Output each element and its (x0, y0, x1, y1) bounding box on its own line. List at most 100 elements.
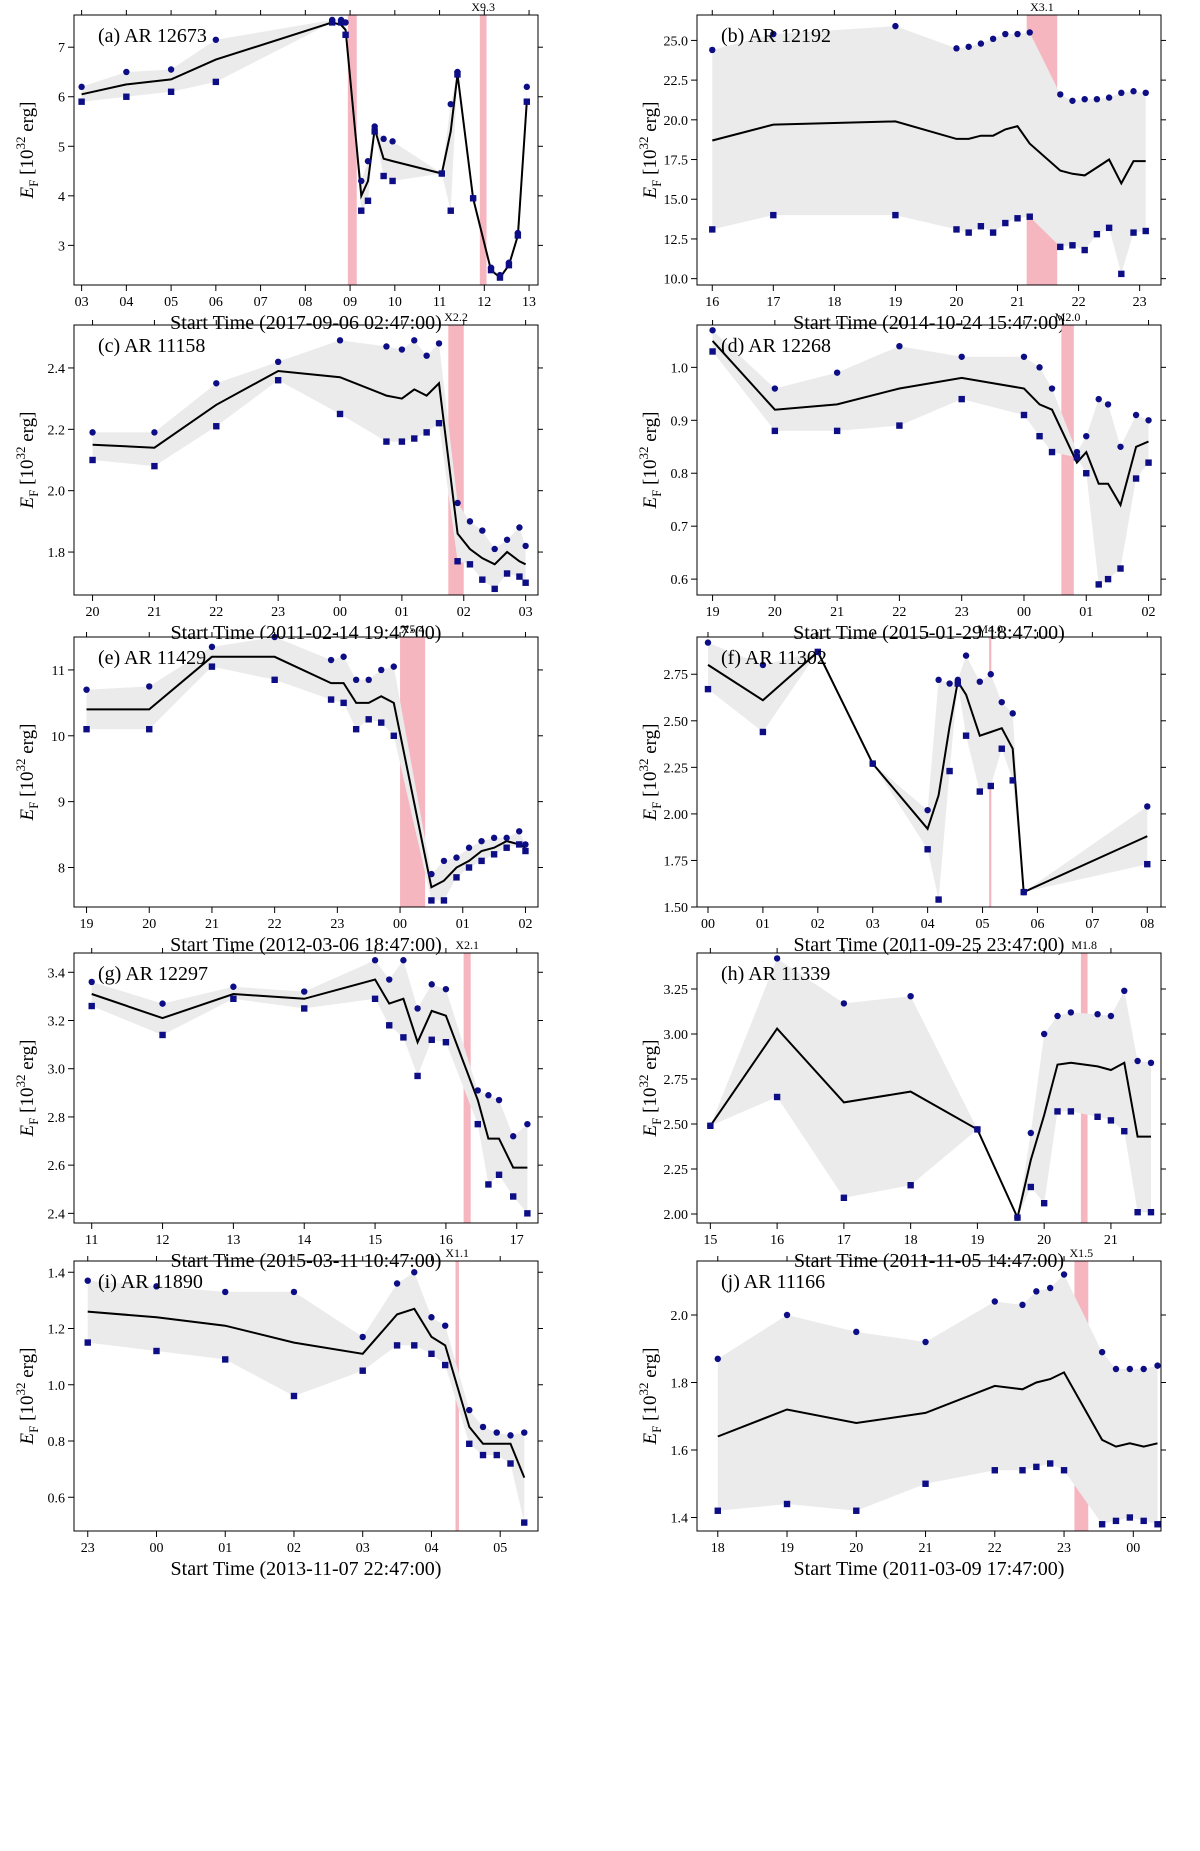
lower-marker (1019, 1467, 1026, 1474)
upper-marker (1093, 95, 1101, 103)
upper-marker (447, 100, 454, 108)
upper-marker (290, 1288, 298, 1296)
x-tick-label: 01 (395, 605, 409, 620)
upper-marker (892, 22, 899, 30)
lower-marker (1132, 475, 1140, 482)
lower-marker (371, 128, 378, 135)
flare-label: X3.1 (1030, 0, 1054, 14)
y-axis-label: EF [1032 erg] (13, 102, 41, 200)
x-tick-label: 07 (1085, 917, 1099, 932)
x-tick-label: 02 (457, 605, 471, 620)
lower-marker (438, 170, 445, 177)
lower-marker (222, 1356, 229, 1363)
x-tick-label: 23 (81, 1541, 95, 1556)
lower-marker (359, 1367, 366, 1374)
x-tick-label: 02 (287, 1541, 301, 1556)
y-tick-label: 15.0 (664, 193, 689, 208)
lower-marker (814, 648, 822, 656)
lower-marker (487, 266, 495, 274)
flare-label: M1.8 (1071, 938, 1097, 952)
lower-marker (365, 716, 372, 723)
upper-marker (1094, 1011, 1101, 1018)
upper-marker (479, 527, 486, 534)
mean-line (709, 1026, 1151, 1221)
upper-marker (1154, 1362, 1161, 1369)
uncertainty-band (91, 960, 528, 1214)
lower-marker (230, 995, 237, 1003)
lower-marker (78, 98, 85, 105)
lower-marker (213, 423, 220, 430)
upper-marker (1126, 1365, 1134, 1373)
lower-marker (491, 585, 498, 593)
panel-title: (h) AR 11339 (721, 963, 830, 985)
upper-marker (389, 138, 396, 145)
y-tick-label: 22.5 (664, 74, 689, 89)
upper-marker (1095, 395, 1102, 403)
upper-marker (364, 157, 372, 165)
panel-f: M4.0 00 01 02 03 04 05 06 07 08 1.50 1.75 2.00 2.25 2.… (636, 622, 1166, 956)
lower-marker (510, 1193, 517, 1200)
lower-marker (503, 844, 510, 851)
y-tick-label: 10.0 (664, 273, 689, 288)
x-tick-label: 00 (149, 1541, 163, 1556)
lower-marker (340, 699, 347, 707)
lower-marker (400, 1034, 407, 1041)
lower-marker (521, 1519, 528, 1526)
lower-marker (383, 438, 390, 445)
y-tick-label: 2.75 (664, 1073, 689, 1088)
lower-marker (1142, 227, 1149, 235)
x-axis-label: Start Time (2011-09-25 23:47:00) (794, 934, 1065, 956)
upper-marker (340, 653, 347, 660)
y-tick-label: 25.0 (664, 34, 689, 49)
x-tick-label: 13 (522, 295, 536, 310)
lower-marker (991, 1467, 998, 1474)
x-axis-label: Start Time (2017-09-06 02:47:00) (170, 312, 442, 334)
uncertainty-band (712, 330, 1149, 585)
lower-marker (998, 745, 1005, 752)
lower-marker (1067, 1108, 1075, 1115)
upper-marker (759, 661, 767, 669)
lower-marker (466, 1440, 473, 1448)
x-tick-label: 04 (424, 1541, 438, 1556)
upper-marker (371, 123, 378, 130)
panel-e: X5.4 19 20 21 22 23 00 01 02 8 9 10 11 (e) AR 11429 St… (13, 622, 543, 956)
mean-line (81, 21, 528, 280)
y-axis-label: EF [1032 erg] (636, 1040, 664, 1138)
lower-marker (454, 558, 461, 565)
axes-frame (696, 14, 1162, 286)
lower-marker (907, 1182, 914, 1189)
upper-marker (998, 698, 1005, 706)
lower-marker (924, 846, 931, 853)
lower-marker (84, 1339, 91, 1346)
lower-marker (89, 456, 96, 464)
upper-marker (400, 957, 407, 964)
upper-marker (833, 369, 841, 376)
y-tick-label: 6 (58, 91, 65, 106)
upper-marker (770, 30, 777, 38)
upper-marker (503, 834, 510, 842)
lower-marker (435, 419, 443, 427)
lower-marker (759, 728, 767, 736)
upper-marker (1027, 1129, 1035, 1137)
upper-marker (1117, 443, 1124, 450)
upper-marker (153, 1283, 160, 1290)
upper-marker (1142, 89, 1149, 97)
lower-marker (1095, 581, 1102, 588)
axes-frame (73, 14, 539, 286)
upper-marker (989, 35, 997, 43)
upper-marker (946, 680, 953, 687)
axes-frame (696, 636, 1162, 908)
panel-c: X2.2 20 21 22 23 00 01 02 03 1.8 2.0 2.2 2.4 (c) AR 1… (13, 310, 543, 644)
upper-marker (342, 19, 349, 26)
x-tick-label: 00 (393, 917, 407, 932)
flare-label: X9.3 (471, 0, 495, 14)
upper-marker (1019, 1301, 1026, 1309)
panel-title: (e) AR 11429 (98, 647, 206, 669)
x-tick-label: 20 (949, 295, 963, 310)
lower-marker (411, 1342, 418, 1349)
x-tick-label: 05 (164, 295, 178, 310)
lower-marker (301, 1005, 308, 1012)
lower-marker (1154, 1521, 1161, 1528)
lower-marker (358, 207, 365, 214)
x-tick-label: 22 (1072, 295, 1086, 310)
